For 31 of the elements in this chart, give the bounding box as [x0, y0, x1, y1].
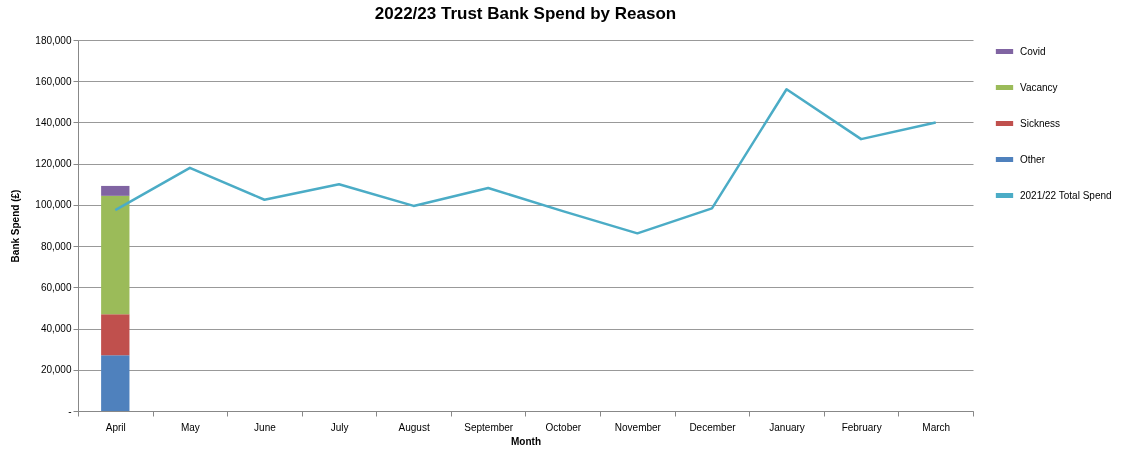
x-tick-label: March [922, 421, 951, 433]
x-tick-label: November [614, 421, 662, 433]
y-tick-label: 80,000 [40, 240, 72, 252]
x-tick-label: September [464, 421, 514, 433]
legend-label: Other [1020, 153, 1046, 165]
y-tick-label: 180,000 [35, 34, 72, 46]
x-tick-label: April [105, 421, 126, 433]
legend-label: Sickness [1020, 117, 1061, 129]
y-tick-label: 40,000 [40, 323, 72, 335]
x-tick-label: July [330, 421, 349, 433]
line-series [114, 88, 937, 235]
x-tick-label: February [841, 421, 882, 433]
legend-label: 2021/22 Total Spend [1020, 189, 1112, 201]
x-tick-label: October [545, 421, 582, 433]
y-tick-label: - [68, 405, 72, 417]
legend-label: Vacancy [1020, 81, 1058, 93]
y-tick-label: 60,000 [40, 281, 72, 293]
x-axis-title: Month [511, 435, 541, 447]
x-tick-label: August [398, 421, 430, 433]
y-tick-label: 20,000 [40, 364, 72, 376]
y-tick-label: 160,000 [35, 75, 72, 87]
x-tick-label: January [769, 421, 805, 433]
chart-title: 2022/23 Trust Bank Spend by Reason [374, 4, 677, 23]
y-tick-label: 100,000 [35, 199, 72, 211]
x-tick-label: December [689, 421, 737, 433]
legend-label: Covid [1020, 45, 1046, 57]
y-tick-label: 140,000 [35, 116, 72, 128]
y-axis-title: Bank Spend (£) [10, 189, 22, 263]
x-tick-label: June [254, 421, 277, 433]
x-tick-label: May [180, 421, 200, 433]
y-tick-label: 120,000 [35, 158, 72, 170]
